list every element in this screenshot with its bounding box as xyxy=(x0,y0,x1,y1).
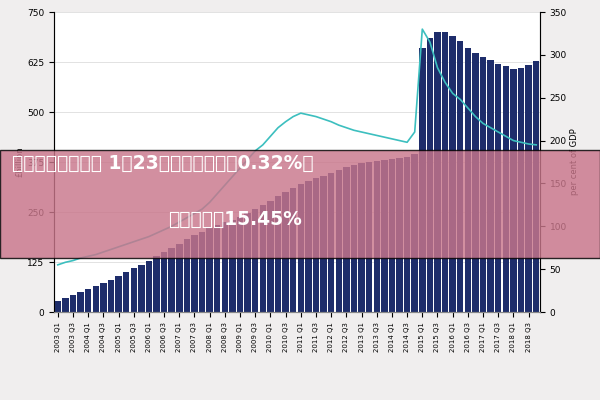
Bar xyxy=(199,232,205,312)
Bar xyxy=(412,154,418,312)
Bar xyxy=(487,60,494,312)
Bar xyxy=(138,265,145,312)
Bar xyxy=(184,239,190,312)
Bar xyxy=(526,65,532,312)
Bar xyxy=(419,48,425,312)
Bar xyxy=(221,222,228,312)
Bar xyxy=(328,173,334,312)
Bar xyxy=(335,170,342,312)
Bar xyxy=(123,272,130,312)
Bar xyxy=(153,256,160,312)
Bar xyxy=(275,196,281,312)
Bar xyxy=(237,217,243,312)
Bar xyxy=(434,32,441,312)
Bar xyxy=(374,161,380,312)
Bar xyxy=(351,165,357,312)
Bar xyxy=(283,192,289,312)
Bar xyxy=(290,188,296,312)
Bar xyxy=(146,261,152,312)
Bar xyxy=(480,57,486,312)
Bar xyxy=(62,298,68,312)
Bar xyxy=(503,66,509,312)
Bar xyxy=(108,280,114,312)
Bar xyxy=(252,209,259,312)
Y-axis label: £billion: £billion xyxy=(15,147,24,177)
Bar xyxy=(229,220,236,312)
Bar xyxy=(305,181,311,312)
Bar xyxy=(449,36,456,312)
Bar xyxy=(533,61,539,312)
Bar xyxy=(100,283,107,312)
Bar xyxy=(77,292,84,312)
Text: 股票配资行情如何 1月23日华懋转债上涨0.32%，: 股票配资行情如何 1月23日华懋转债上涨0.32%， xyxy=(12,154,314,173)
Bar xyxy=(366,162,373,312)
Bar xyxy=(457,41,463,312)
Bar xyxy=(70,295,76,312)
Bar xyxy=(442,32,448,312)
Bar xyxy=(396,158,403,312)
Bar xyxy=(510,69,517,312)
Bar xyxy=(472,53,479,312)
Bar xyxy=(389,159,395,312)
Bar xyxy=(244,213,251,312)
Bar xyxy=(464,48,471,312)
Bar xyxy=(214,225,220,312)
Text: 转股溢价率15.45%: 转股溢价率15.45% xyxy=(168,210,302,229)
Bar xyxy=(320,176,327,312)
Bar xyxy=(298,184,304,312)
Bar xyxy=(169,248,175,312)
Bar xyxy=(161,252,167,312)
Bar xyxy=(260,205,266,312)
Bar xyxy=(85,289,91,312)
Bar xyxy=(55,301,61,312)
Y-axis label: per cent of GDP: per cent of GDP xyxy=(570,129,579,195)
Bar xyxy=(404,157,410,312)
Bar xyxy=(267,201,274,312)
Bar xyxy=(518,68,524,312)
Bar xyxy=(92,286,99,312)
Bar xyxy=(176,244,182,312)
Bar xyxy=(191,235,198,312)
Bar xyxy=(358,163,365,312)
Bar xyxy=(495,64,502,312)
Bar xyxy=(427,38,433,312)
Bar xyxy=(206,228,213,312)
Bar xyxy=(381,160,388,312)
Bar xyxy=(343,167,350,312)
Bar xyxy=(131,268,137,312)
Bar xyxy=(313,178,319,312)
Bar xyxy=(115,276,122,312)
